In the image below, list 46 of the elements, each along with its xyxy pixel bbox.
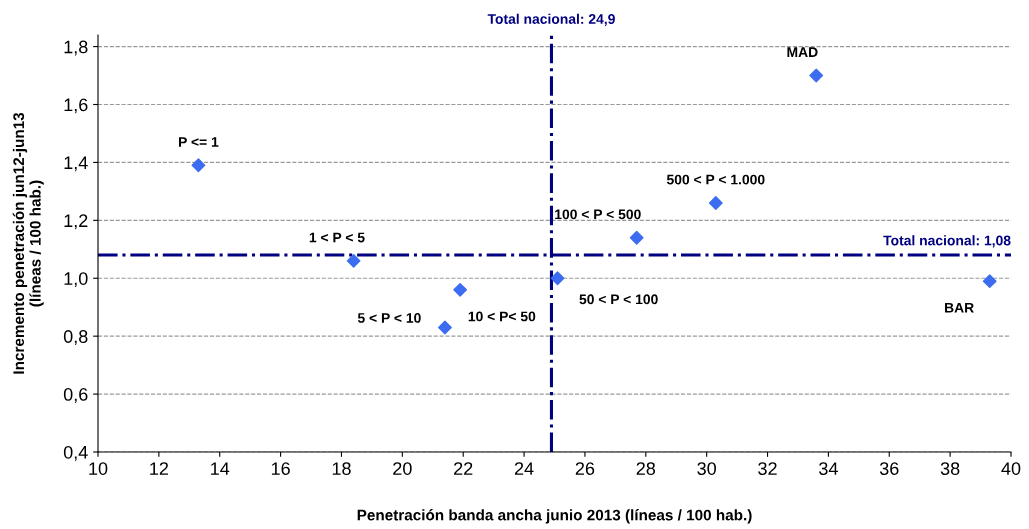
y-tick-label: 1,0	[64, 272, 88, 288]
ref-line-label: Total nacional: 24,9	[487, 13, 615, 26]
y-tick-label: 1,6	[64, 98, 88, 114]
y-tick-label: 0,6	[63, 388, 88, 403]
x-tick-label: 30	[697, 462, 716, 475]
x-tick-label: 16	[271, 462, 290, 475]
x-tick-label: 26	[575, 462, 595, 475]
point	[809, 68, 824, 83]
ref-line-label: Total nacional: 1,08	[883, 235, 1011, 248]
x-tick-label: 28	[636, 462, 656, 475]
x-tick-label: 38	[940, 462, 960, 475]
point	[438, 320, 452, 335]
x-tick-label: 14	[211, 462, 230, 475]
x-tick-label: 32	[758, 462, 777, 475]
annotation: P <= 1	[179, 137, 219, 147]
annotation: 1 < P < 5	[309, 232, 365, 243]
x-tick-label: 36	[879, 462, 899, 475]
annotation: 5 < P < 10	[357, 313, 421, 323]
x-axis-title: Penetración banda ancha junio 2013 (líneas / 100 hab.)	[357, 509, 752, 524]
y-tick-label: 0,8	[63, 330, 88, 346]
annotation: 100 < P < 500	[555, 209, 641, 220]
annotation: 50 < P < 100	[579, 294, 658, 305]
y-axis-title: Incremento penetración jun12-jun13 (líneas / 100 hab.)	[12, 112, 44, 374]
point	[346, 253, 361, 268]
x-tick-label: 20	[393, 462, 412, 475]
x-tick-label: 10	[89, 462, 108, 475]
point	[629, 230, 644, 245]
x-tick-label: 24	[514, 462, 534, 475]
y-tick-label: 0,4	[63, 445, 88, 461]
x-tick-label: 22	[454, 462, 473, 475]
x-tick-label: 12	[150, 462, 168, 475]
point	[191, 158, 206, 173]
annotation: BAR	[945, 302, 974, 313]
x-tick-label: 18	[332, 462, 351, 475]
y-tick-label: 1,4	[64, 156, 88, 172]
point	[453, 282, 468, 297]
y-tick-label: 1,8	[64, 40, 88, 56]
x-tick-label: 40	[1001, 462, 1021, 475]
y-tick-label: 1,2	[64, 214, 88, 230]
point	[708, 196, 723, 210]
point	[550, 271, 565, 286]
annotation: 500 < P < 1.000	[666, 174, 765, 185]
point	[982, 274, 997, 289]
annotation: MAD	[787, 47, 818, 57]
x-tick-label: 34	[819, 462, 838, 475]
annotation: 10 < P< 50	[468, 311, 536, 322]
